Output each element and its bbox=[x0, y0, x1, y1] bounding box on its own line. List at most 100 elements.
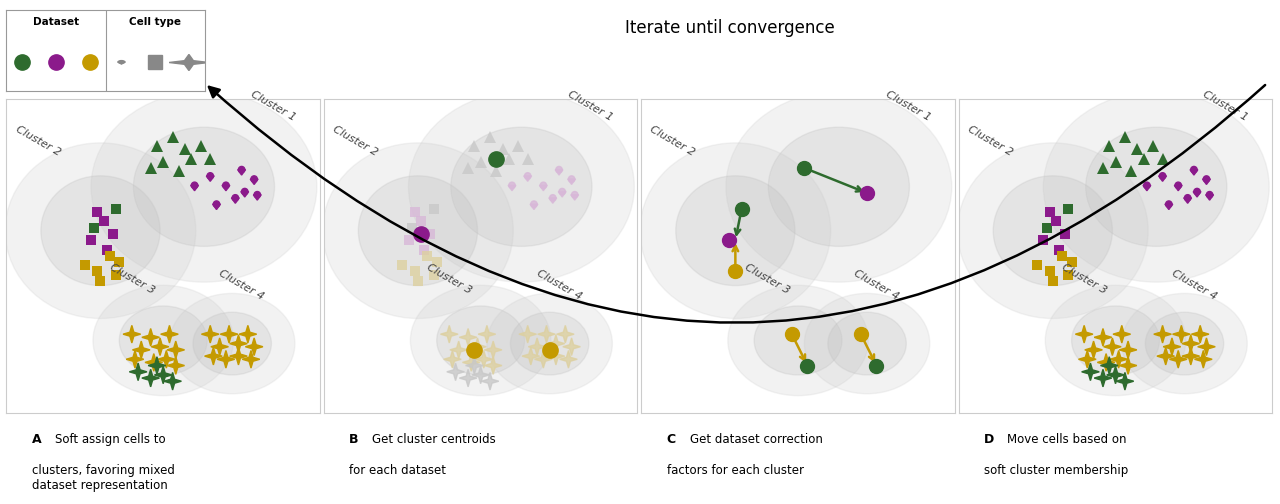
Polygon shape bbox=[1181, 347, 1199, 365]
Polygon shape bbox=[142, 369, 160, 387]
Polygon shape bbox=[1110, 350, 1128, 368]
Ellipse shape bbox=[804, 293, 929, 394]
Polygon shape bbox=[229, 335, 247, 352]
Text: Cell type: Cell type bbox=[129, 17, 182, 27]
Circle shape bbox=[568, 176, 575, 182]
Polygon shape bbox=[220, 326, 238, 343]
Polygon shape bbox=[479, 326, 495, 343]
Polygon shape bbox=[1165, 204, 1172, 210]
Text: Cluster 2: Cluster 2 bbox=[966, 123, 1014, 157]
Polygon shape bbox=[508, 185, 516, 191]
Polygon shape bbox=[229, 347, 247, 365]
Polygon shape bbox=[241, 192, 248, 197]
Polygon shape bbox=[238, 170, 246, 175]
Text: clusters, favoring mixed
dataset representation: clusters, favoring mixed dataset represe… bbox=[32, 464, 175, 492]
Polygon shape bbox=[547, 335, 564, 352]
Text: Get dataset correction: Get dataset correction bbox=[690, 433, 823, 447]
Ellipse shape bbox=[993, 176, 1112, 286]
Text: factors for each cluster: factors for each cluster bbox=[667, 464, 804, 477]
Circle shape bbox=[508, 182, 516, 188]
Circle shape bbox=[207, 173, 214, 179]
Polygon shape bbox=[239, 326, 257, 343]
Circle shape bbox=[223, 182, 229, 188]
Circle shape bbox=[1184, 195, 1190, 201]
Polygon shape bbox=[169, 54, 209, 71]
Ellipse shape bbox=[436, 306, 525, 375]
Polygon shape bbox=[558, 192, 566, 197]
Polygon shape bbox=[1143, 185, 1151, 191]
Polygon shape bbox=[559, 350, 577, 368]
Circle shape bbox=[571, 192, 579, 198]
Ellipse shape bbox=[1071, 306, 1160, 375]
Ellipse shape bbox=[486, 293, 612, 394]
Polygon shape bbox=[142, 329, 160, 346]
Polygon shape bbox=[472, 366, 489, 384]
Polygon shape bbox=[1153, 326, 1171, 343]
Text: Cluster 3: Cluster 3 bbox=[1060, 262, 1108, 295]
Text: C: C bbox=[667, 433, 681, 447]
Text: Dataset: Dataset bbox=[33, 17, 79, 27]
Polygon shape bbox=[253, 195, 261, 200]
Polygon shape bbox=[1190, 170, 1198, 175]
Polygon shape bbox=[1082, 363, 1100, 381]
Text: Cluster 4: Cluster 4 bbox=[1170, 268, 1219, 302]
Polygon shape bbox=[127, 350, 143, 368]
Polygon shape bbox=[567, 179, 576, 184]
Polygon shape bbox=[1172, 326, 1190, 343]
Polygon shape bbox=[522, 347, 540, 365]
Polygon shape bbox=[1194, 350, 1212, 368]
Polygon shape bbox=[145, 354, 163, 371]
Polygon shape bbox=[132, 341, 150, 359]
Ellipse shape bbox=[411, 285, 550, 396]
Circle shape bbox=[531, 201, 538, 207]
Ellipse shape bbox=[91, 91, 317, 282]
Circle shape bbox=[1166, 201, 1172, 207]
Polygon shape bbox=[1107, 366, 1124, 384]
Polygon shape bbox=[1202, 179, 1211, 184]
Circle shape bbox=[251, 176, 257, 182]
Polygon shape bbox=[1119, 341, 1137, 359]
FancyArrowPatch shape bbox=[209, 85, 1265, 323]
Text: Cluster 3: Cluster 3 bbox=[108, 262, 156, 295]
Ellipse shape bbox=[1085, 127, 1226, 246]
Ellipse shape bbox=[41, 176, 160, 286]
Ellipse shape bbox=[451, 127, 591, 246]
Circle shape bbox=[525, 173, 531, 179]
Polygon shape bbox=[460, 369, 477, 387]
Text: Get cluster centroids: Get cluster centroids bbox=[372, 433, 497, 447]
Polygon shape bbox=[166, 341, 184, 359]
Text: Cluster 2: Cluster 2 bbox=[649, 123, 696, 157]
Circle shape bbox=[1190, 166, 1197, 173]
Polygon shape bbox=[466, 357, 483, 374]
Circle shape bbox=[238, 166, 244, 173]
Text: Cluster 3: Cluster 3 bbox=[425, 262, 474, 295]
Ellipse shape bbox=[5, 143, 196, 319]
Ellipse shape bbox=[358, 176, 477, 286]
Ellipse shape bbox=[1043, 91, 1270, 282]
Ellipse shape bbox=[726, 91, 952, 282]
Circle shape bbox=[253, 192, 261, 198]
Polygon shape bbox=[449, 341, 467, 359]
Circle shape bbox=[191, 182, 198, 188]
Polygon shape bbox=[166, 357, 184, 374]
Polygon shape bbox=[530, 204, 538, 210]
Text: Cluster 4: Cluster 4 bbox=[218, 268, 266, 302]
Ellipse shape bbox=[768, 127, 909, 246]
Polygon shape bbox=[1158, 176, 1166, 181]
Polygon shape bbox=[538, 326, 556, 343]
Ellipse shape bbox=[119, 306, 207, 375]
Text: Cluster 2: Cluster 2 bbox=[332, 123, 379, 157]
Polygon shape bbox=[1192, 326, 1210, 343]
Polygon shape bbox=[1119, 357, 1137, 374]
Ellipse shape bbox=[728, 285, 868, 396]
Polygon shape bbox=[524, 176, 531, 181]
Text: Soft assign cells to: Soft assign cells to bbox=[55, 433, 165, 447]
Text: Move cells based on: Move cells based on bbox=[1007, 433, 1126, 447]
Ellipse shape bbox=[1046, 285, 1185, 396]
Ellipse shape bbox=[93, 285, 233, 396]
Text: Cluster 1: Cluster 1 bbox=[1201, 89, 1249, 123]
Text: soft cluster membership: soft cluster membership bbox=[984, 464, 1129, 477]
Polygon shape bbox=[250, 179, 259, 184]
Polygon shape bbox=[246, 338, 262, 355]
Circle shape bbox=[559, 188, 566, 195]
